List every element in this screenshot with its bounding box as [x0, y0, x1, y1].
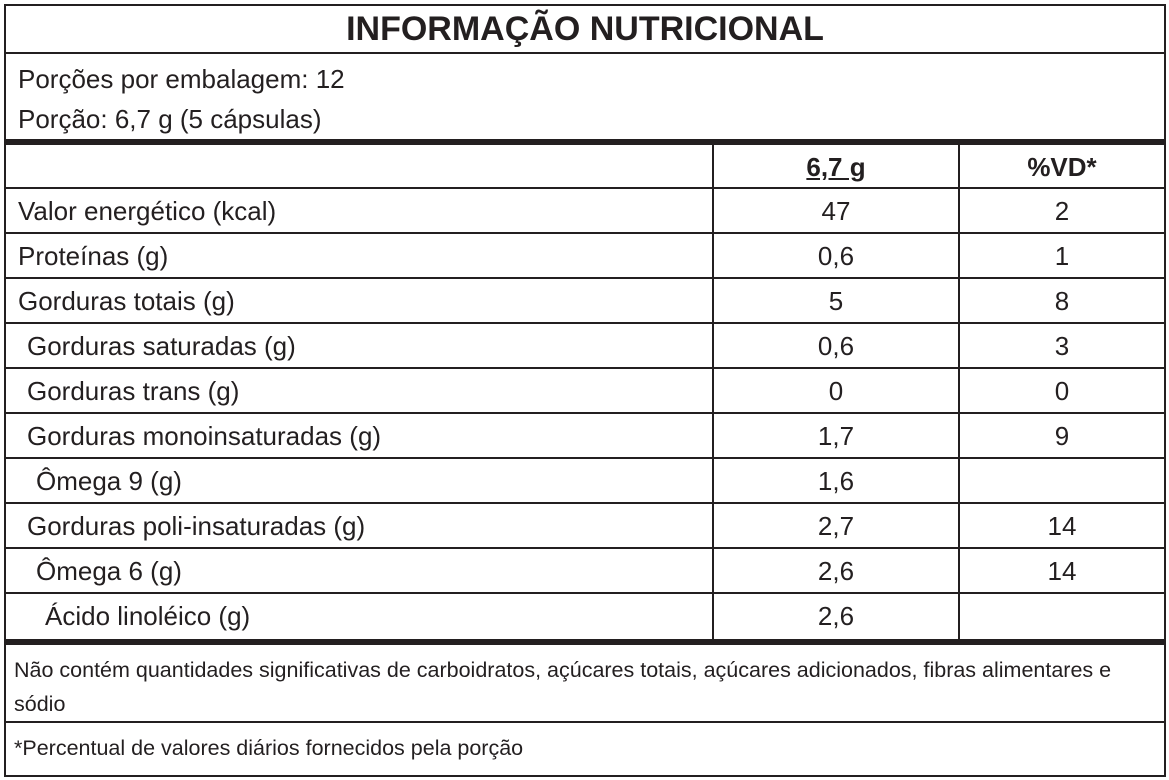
daily-value: 14 — [1047, 511, 1077, 541]
amount: 0,6 — [817, 241, 855, 271]
thick-rule — [6, 139, 1164, 145]
amount: 2,7 — [817, 511, 855, 541]
column-rule — [958, 144, 960, 642]
row-rule — [6, 322, 1164, 324]
nutrient-label: Gorduras totais (g) — [18, 286, 235, 316]
amount: 47 — [821, 196, 851, 226]
column-header: %VD* — [1027, 152, 1097, 182]
daily-value: 8 — [1054, 286, 1070, 316]
row-rule — [6, 457, 1164, 459]
amount: 2,6 — [817, 601, 855, 631]
title: INFORMAÇÃO NUTRICIONAL — [346, 10, 824, 48]
row-rule — [6, 547, 1164, 549]
nutrient-label: Valor energético (kcal) — [18, 196, 277, 226]
column-header: 6,7 g — [806, 152, 866, 182]
nutrient-label: Proteínas (g) — [18, 241, 169, 271]
row-rule — [6, 277, 1164, 279]
amount: 1,6 — [817, 466, 855, 496]
row-rule — [6, 232, 1164, 234]
nutrition-label: INFORMAÇÃO NUTRICIONAL Porções por embal… — [4, 4, 1166, 777]
rule — [6, 721, 1164, 723]
amount: 0,6 — [817, 331, 855, 361]
row-rule — [6, 412, 1164, 414]
daily-value: 9 — [1054, 421, 1070, 451]
daily-value: 1 — [1054, 241, 1070, 271]
footer-note: Não contém quantidades significativas de… — [14, 658, 1112, 716]
nutrient-label: Gorduras poli-insaturadas (g) — [27, 511, 366, 541]
row-rule — [6, 367, 1164, 369]
thick-rule — [6, 639, 1164, 645]
nutrient-label: Ômega 6 (g) — [36, 556, 182, 586]
daily-value: 3 — [1054, 331, 1070, 361]
row-rule — [6, 592, 1164, 594]
nutrient-label: Ômega 9 (g) — [36, 466, 182, 496]
column-rule — [712, 144, 714, 642]
amount: 0 — [828, 376, 844, 406]
daily-value: 0 — [1054, 376, 1070, 406]
daily-value: 14 — [1047, 556, 1077, 586]
amount: 1,7 — [817, 421, 855, 451]
row-rule — [6, 187, 1164, 189]
nutrient-label: Gorduras saturadas (g) — [27, 331, 296, 361]
amount: 2,6 — [817, 556, 855, 586]
rule — [6, 52, 1164, 54]
daily-value: 2 — [1054, 196, 1070, 226]
footer-note: *Percentual de valores diários fornecido… — [14, 736, 524, 760]
serving-line: Porção: 6,7 g (5 cápsulas) — [18, 104, 322, 134]
nutrient-label: Gorduras monoinsaturadas (g) — [27, 421, 382, 451]
row-rule — [6, 502, 1164, 504]
amount: 5 — [828, 286, 844, 316]
serving-line: Porções por embalagem: 12 — [18, 64, 345, 94]
nutrient-label: Ácido linoléico (g) — [45, 601, 251, 631]
nutrient-label: Gorduras trans (g) — [27, 376, 240, 406]
